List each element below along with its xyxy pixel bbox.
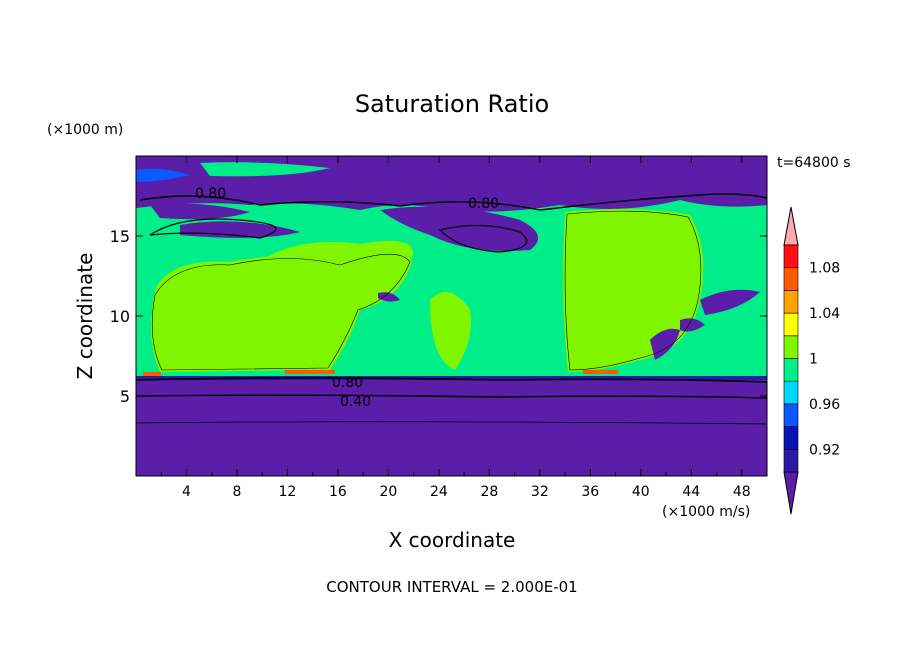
y-tick-label: 10: [110, 307, 130, 326]
colorbar-label: 1.08: [809, 261, 840, 277]
x-tick-label: 4: [182, 484, 191, 500]
x-tick-label: 32: [531, 484, 549, 500]
upper-dry-streak-left: [150, 203, 250, 220]
colorbar-band: [783, 426, 799, 450]
contour-low: [135, 421, 768, 425]
colorbar-extend-min: [783, 471, 799, 515]
upper-dry-streak-center: [380, 206, 538, 251]
colorbar: 0.92 0.96 1 1.04 1.08: [783, 206, 840, 515]
x-tick-label: 48: [733, 484, 751, 500]
x-tick-label: 12: [279, 484, 297, 500]
upper-moist-streak: [200, 162, 330, 177]
contour-080-loop-center: [438, 224, 528, 253]
colorbar-band: [783, 312, 799, 337]
chart-title: Saturation Ratio: [355, 90, 549, 118]
time-label: t=64800 s: [777, 155, 851, 171]
y-unit-label: (×1000 m): [47, 122, 123, 138]
x-ticks: 4 8 12 16 20 24 28 32 36 40 44 48: [160, 156, 751, 500]
contour-interval-footer: CONTOUR INTERVAL = 2.000E-01: [326, 578, 577, 596]
colorbar-extend-max: [783, 206, 799, 246]
upper-blue-patch: [136, 168, 190, 182]
warm-streak-2: [583, 370, 618, 374]
field-layers: [135, 156, 768, 476]
colorbar-band: [783, 267, 799, 291]
y-tick-label: 15: [110, 227, 130, 246]
moist-region-center: [430, 292, 471, 370]
contour-label-2: 0.80: [468, 196, 499, 212]
x-axis-label: X coordinate: [389, 528, 516, 552]
contour-label-4: 0.40: [340, 394, 371, 410]
dry-lower-layer: [136, 376, 767, 476]
dry-patch-center: [378, 292, 400, 302]
colorbar-band: [783, 335, 799, 359]
contour-080-upper: [139, 193, 768, 211]
x-tick-label: 44: [682, 484, 700, 500]
colorbar-label: 0.96: [809, 397, 840, 413]
moist-region-left: [151, 251, 412, 372]
colorbar-band: [783, 380, 799, 405]
contour-080-lower: [135, 377, 768, 383]
moist-region-left-upper: [262, 241, 413, 266]
contour-1-right: [564, 210, 702, 371]
x-tick-label: 28: [480, 484, 498, 500]
colorbar-band: [783, 244, 799, 269]
colorbar-band: [783, 448, 799, 473]
colorbar-label: 0.92: [809, 442, 840, 458]
dry-patch-right-1: [650, 328, 680, 360]
x-tick-label: 20: [379, 484, 397, 500]
x-unit-label: (×1000 m/s): [662, 504, 750, 520]
colorbar-label: 1: [809, 352, 818, 368]
y-axis-label: Z coordinate: [73, 253, 97, 380]
contour-080-loop: [149, 218, 277, 239]
dry-patch-right-3: [680, 318, 705, 332]
contour-1-left: [151, 253, 411, 371]
contour-label-3: 0.80: [332, 375, 363, 391]
y-ticks: 5 10 15: [110, 227, 767, 406]
contour-label-1: 0.80: [195, 186, 226, 202]
contour-040: [135, 394, 768, 399]
x-tick-label: 16: [329, 484, 347, 500]
y-tick-label: 5: [120, 387, 130, 406]
colorbar-band: [783, 358, 799, 382]
x-tick-label: 36: [581, 484, 599, 500]
dry-patch-right-2: [700, 289, 760, 315]
x-tick-label: 24: [430, 484, 448, 500]
colorbar-label: 1.04: [809, 306, 840, 322]
warm-streak-3: [143, 372, 161, 376]
warm-streak-1: [285, 370, 335, 374]
x-tick-label: 8: [232, 484, 241, 500]
colorbar-band: [783, 290, 799, 314]
lower-layer-edge: [136, 376, 767, 380]
contour-labels: 0.80 0.80 0.80 0.40: [195, 186, 499, 410]
colorbar-band: [783, 403, 799, 427]
x-tick-label: 40: [632, 484, 650, 500]
